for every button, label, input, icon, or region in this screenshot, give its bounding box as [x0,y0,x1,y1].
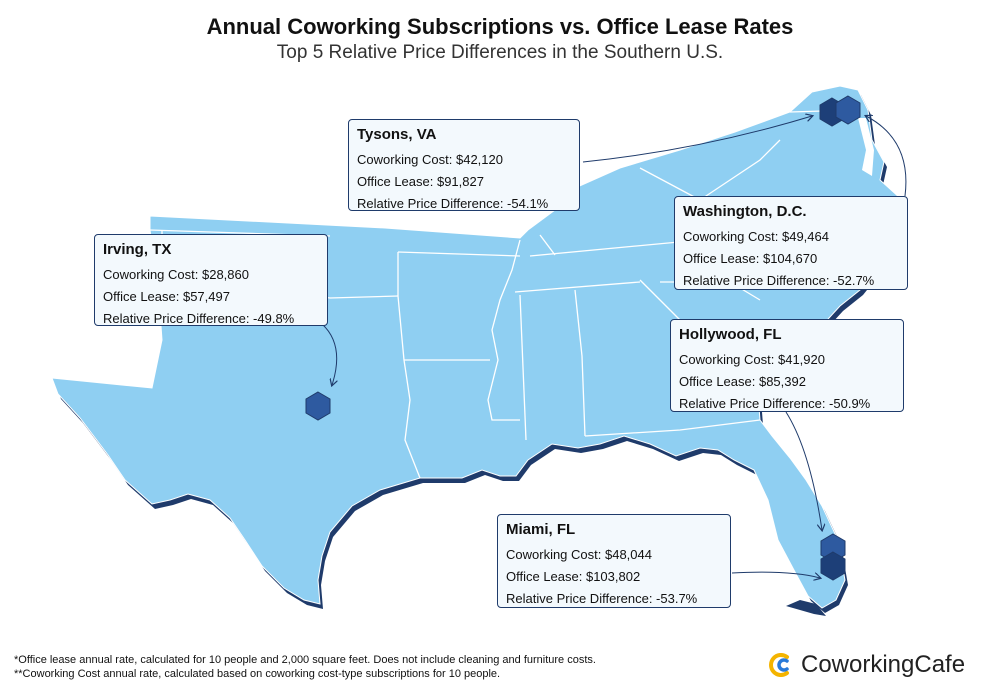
callout-tysons: Tysons, VA Coworking Cost: $42,120 Offic… [348,119,580,211]
office-lease: Office Lease: $103,802 [506,569,641,584]
logo-text: CoworkingCafe [801,651,966,678]
price-difference: Relative Price Difference: -54.1% [357,196,549,211]
connector-irving [321,323,337,385]
coworking-cost: Coworking Cost: $49,464 [683,229,829,244]
border-mississippi-river [487,239,521,421]
city-name: Hollywood, FL [679,326,782,343]
city-name: Tysons, VA [357,126,437,143]
footnote-office-lease: *Office lease annual rate, calculated fo… [14,654,596,666]
hex-marker-icon [305,391,331,421]
coworking-cost: Coworking Cost: $41,920 [679,352,825,367]
price-difference: Relative Price Difference: -52.7% [683,273,875,288]
chesapeake-bay [858,118,874,176]
border-ms-al [519,294,527,441]
map-subtitle: Top 5 Relative Price Differences in the … [276,42,724,63]
office-lease: Office Lease: $57,497 [103,289,230,304]
border-ky-tn [539,234,556,256]
connector-tysons [582,116,812,163]
border-wv-va [699,139,781,201]
callout-dc: Washington, D.C. Coworking Cost: $49,464… [674,196,908,290]
footnote-coworking: **Coworking Cost annual rate, calculated… [14,668,501,680]
callout-miami: Miami, FL Coworking Cost: $48,044 Office… [497,514,731,608]
hex-marker-icon [835,95,861,125]
office-lease: Office Lease: $85,392 [679,374,806,389]
border-tn-bottom [514,281,641,293]
city-name: Miami, FL [506,521,576,538]
keys-shadow [786,600,826,616]
connector-dc [866,116,907,197]
city-name: Washington, D.C. [683,203,807,220]
coworkingcafe-logo: CoworkingCafe [767,650,965,680]
border-al-ga [574,289,586,437]
price-difference: Relative Price Difference: -49.8% [103,311,295,326]
coworking-cost: Coworking Cost: $48,044 [506,547,652,562]
border-ga-fl [584,419,761,437]
marker-irving [305,391,331,421]
border-ar-top [397,251,521,257]
city-name: Irving, TX [103,241,172,258]
office-lease: Office Lease: $104,670 [683,251,818,266]
price-difference: Relative Price Difference: -50.9% [679,396,871,411]
border-tn-top [529,239,701,257]
office-lease: Office Lease: $91,827 [357,174,484,189]
coworking-cost: Coworking Cost: $42,120 [357,152,503,167]
border-tx-east [397,252,421,479]
marker-dc [835,95,861,125]
marker-miami [820,551,846,581]
callout-hollywood: Hollywood, FL Coworking Cost: $41,920 Of… [670,319,904,412]
coworkingcafe-logo-icon [769,653,789,677]
coworking-cost: Coworking Cost: $28,860 [103,267,249,282]
connector-miami [731,571,820,578]
callout-irving: Irving, TX Coworking Cost: $28,860 Offic… [94,234,328,326]
border-ky-wv [639,167,701,201]
hex-marker-icon [820,551,846,581]
florida-keys [786,600,826,616]
map-title: Annual Coworking Subscriptions vs. Offic… [206,14,794,39]
connector-hollywood [785,411,822,530]
price-difference: Relative Price Difference: -53.7% [506,591,698,606]
